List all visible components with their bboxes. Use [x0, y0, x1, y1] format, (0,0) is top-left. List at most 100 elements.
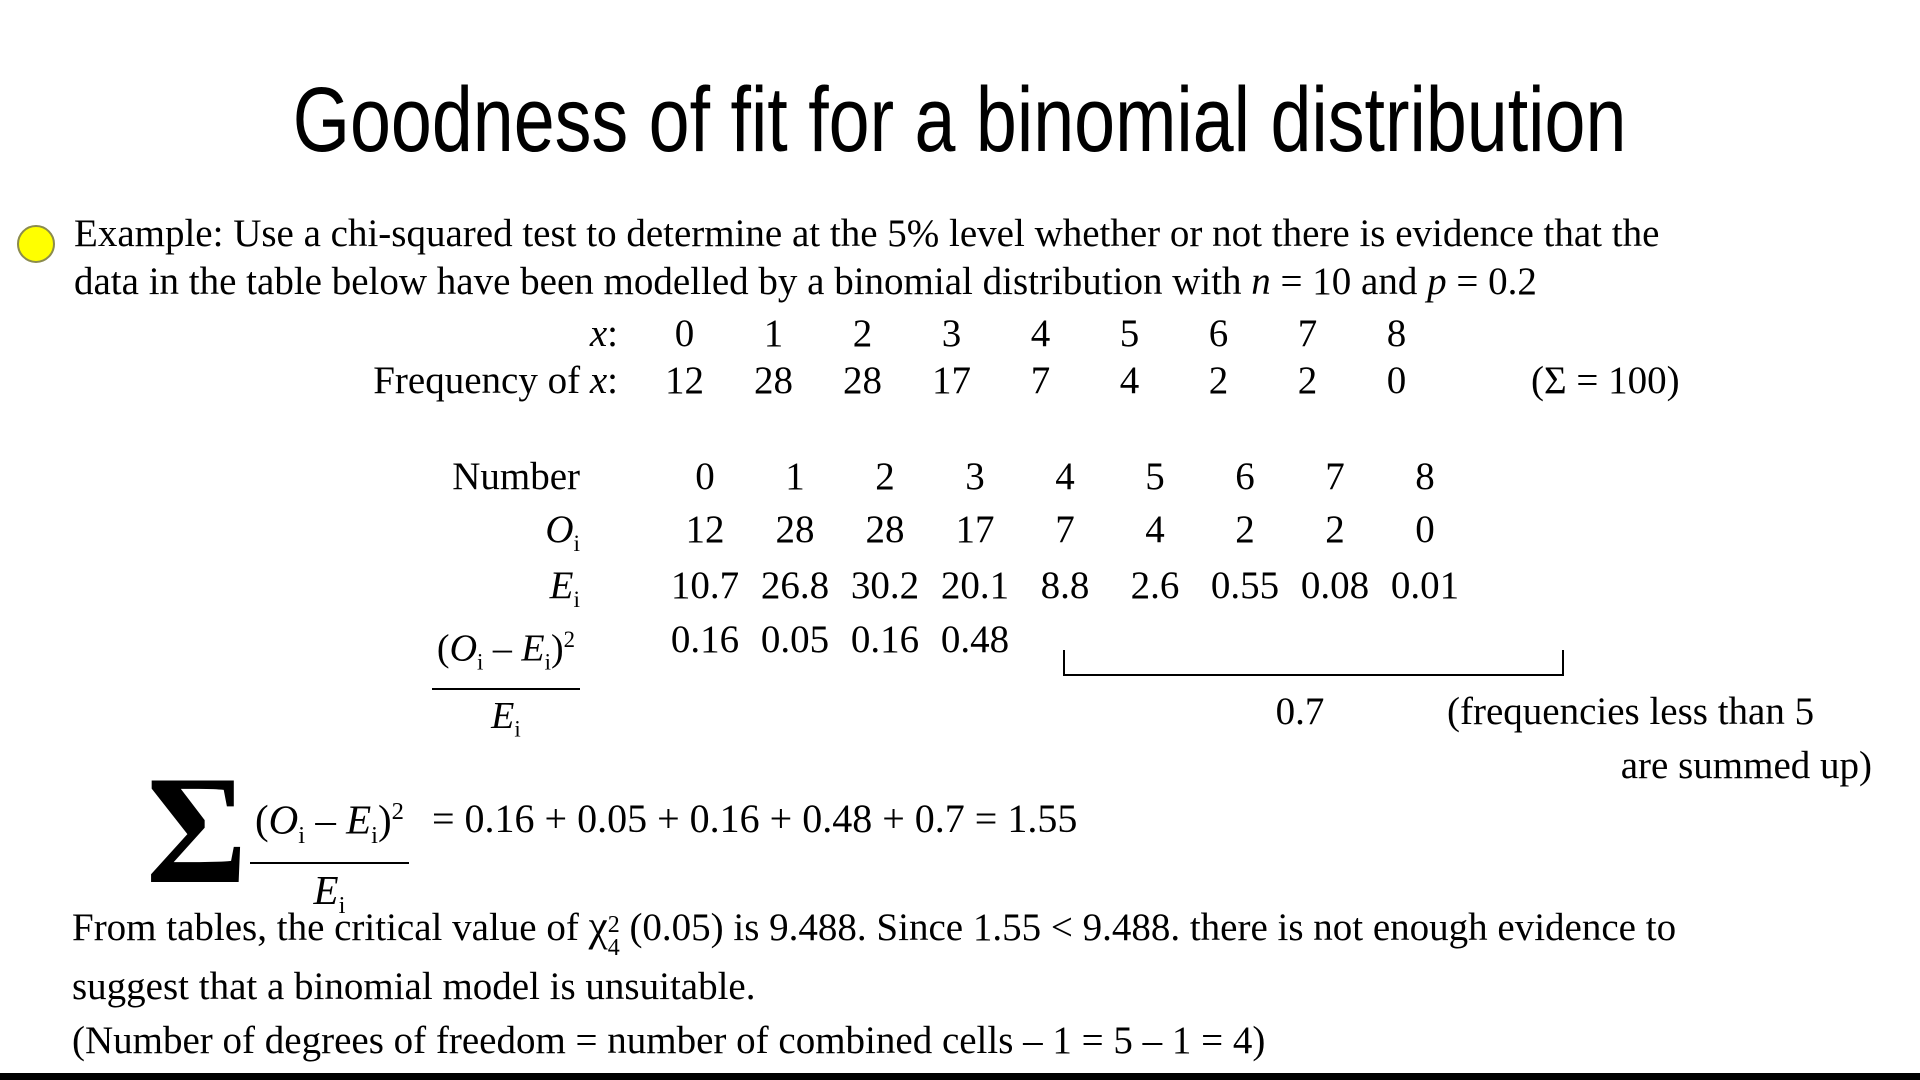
chi-term-row-label: (Oi – Ei)2 Ei — [0, 614, 660, 756]
page-title: Goodness of fit for a binomial distribut… — [0, 74, 1920, 166]
table-cell: 0.16 — [850, 618, 920, 661]
sub-i: i — [298, 821, 306, 849]
page-title-text: Goodness of fit for a binomial distribut… — [293, 69, 1627, 171]
sup-2: 2 — [563, 627, 575, 652]
table-cell: 1 — [763, 312, 784, 355]
table-cell: 2 — [1208, 359, 1229, 402]
text-run: = 10 and — [1270, 260, 1428, 303]
combine-note-line-2: are summed up) — [1620, 744, 1872, 787]
text-run: (0.05) is 9.488. Since 1.55 < 9.488. the… — [619, 906, 1677, 949]
table-cell: 8.8 — [1040, 564, 1090, 607]
table-cell: 26.8 — [760, 564, 830, 607]
chi-square-term-formula: (Oi – Ei)2 Ei — [431, 614, 580, 756]
table-cell: 6 — [1208, 312, 1229, 355]
freq-table-frequency-label: Frequency of x: — [0, 357, 640, 404]
sigma-total-note: (Σ = 100) — [1531, 359, 1680, 402]
formula-denominator: Ei — [250, 864, 409, 932]
table-cell: 3 — [941, 312, 962, 355]
var-p: p — [1427, 260, 1447, 303]
math-token: – — [305, 796, 347, 843]
table-cell: 17 — [932, 359, 971, 402]
sub-i: i — [573, 586, 581, 613]
var-E: E — [521, 627, 545, 670]
observed-row-label: Oi — [0, 502, 660, 557]
slide-bottom-border — [0, 1073, 1920, 1080]
var-E: E — [346, 796, 372, 843]
var-E: E — [549, 564, 574, 607]
formula-numerator: (Oi – Ei)2 — [431, 614, 580, 691]
table-cell: 8 — [1415, 455, 1435, 498]
sub-i: i — [573, 530, 581, 557]
formula-numerator: (Oi – Ei)2 — [250, 786, 409, 864]
table-cell: 0 — [695, 455, 715, 498]
text-run: Frequency of — [373, 359, 590, 402]
table-cell: 4 — [1145, 508, 1165, 551]
math-token: ( — [255, 796, 269, 843]
table-cell: 6 — [1235, 455, 1255, 498]
sum-equation: = 0.16 + 0.05 + 0.16 + 0.48 + 0.7 = 1.55 — [432, 796, 1078, 841]
frequency-table: x: 0 1 2 3 4 5 6 7 8 Frequency of x: 12 … — [0, 310, 1771, 404]
table-cell: 20.1 — [940, 564, 1010, 607]
table-cell: 0 — [1386, 359, 1407, 402]
formula-denominator: Ei — [432, 690, 580, 756]
table-cell: 17 — [955, 508, 995, 551]
table-cell: 0.08 — [1300, 564, 1370, 607]
table-cell: 4 — [1030, 312, 1051, 355]
table-cell: 2 — [1325, 508, 1345, 551]
text-run: = 0.2 — [1446, 260, 1537, 303]
table-cell: 3 — [965, 455, 985, 498]
combined-chi-value: 0.7 — [1275, 690, 1325, 733]
example-paragraph: Example: Use a chi-squared test to deter… — [74, 210, 1659, 306]
table-cell: 0 — [674, 312, 695, 355]
table-cell: 12 — [665, 359, 704, 402]
sub-i: i — [477, 649, 484, 675]
table-cell: 28 — [865, 508, 905, 551]
combine-bracket — [1063, 650, 1564, 676]
chi-superscript: 2 — [607, 912, 620, 938]
table-cell: 10.7 — [670, 564, 740, 607]
var-O: O — [268, 796, 299, 843]
text-run: From tables, the critical value of — [72, 906, 589, 949]
chi-symbol: χ — [588, 903, 608, 950]
table-cell: 28 — [775, 508, 815, 551]
table-cell: 0.48 — [940, 618, 1010, 661]
table-cell: 12 — [685, 508, 725, 551]
var-E: E — [491, 695, 515, 738]
chi-square-sum-formula: (Oi – Ei)2 Ei — [250, 786, 409, 932]
table-cell: 5 — [1145, 455, 1165, 498]
sigma-sum-symbol: Σ — [146, 744, 248, 916]
conclusion-line-2: suggest that a binomial model is unsuita… — [72, 965, 756, 1008]
table-cell: 2 — [1297, 359, 1318, 402]
var-E: E — [313, 866, 339, 913]
text-run: data in the table below have been modell… — [74, 260, 1252, 303]
var-x: x — [589, 359, 608, 402]
table-cell: 2 — [1235, 508, 1255, 551]
sub-i: i — [544, 649, 551, 675]
table-cell: 0.01 — [1390, 564, 1460, 607]
combine-note-line-1: (frequencies less than 5 — [1447, 690, 1815, 733]
table-cell: 28 — [843, 359, 882, 402]
table-cell: 8 — [1386, 312, 1407, 355]
sub-i: i — [338, 892, 346, 920]
table-cell: 2 — [852, 312, 873, 355]
table-cell: 2.6 — [1130, 564, 1180, 607]
table-cell: 0.16 — [670, 618, 740, 661]
math-token: ) — [550, 627, 564, 670]
math-token: ( — [436, 627, 450, 670]
example-line-1: Example: Use a chi-squared test to deter… — [74, 212, 1660, 255]
bullet-circle-icon — [17, 225, 55, 263]
table-cell: 4 — [1119, 359, 1140, 402]
table-cell: 7 — [1325, 455, 1345, 498]
math-token: – — [483, 627, 522, 670]
table-cell: 0.05 — [760, 618, 830, 661]
var-O: O — [449, 627, 478, 670]
table-cell: 2 — [875, 455, 895, 498]
table-cell: 28 — [754, 359, 793, 402]
table-cell: 0 — [1415, 508, 1435, 551]
math-token: ) — [378, 796, 392, 843]
table-cell: 0.55 — [1210, 564, 1280, 607]
